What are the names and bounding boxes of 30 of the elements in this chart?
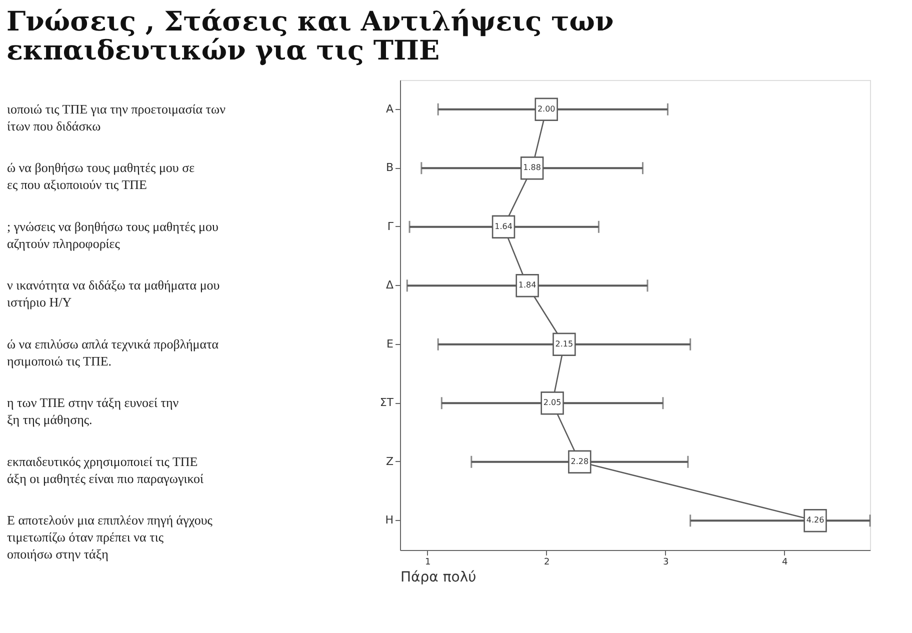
x-tick-label: 2: [544, 558, 550, 568]
data-label: 2.05: [543, 398, 562, 408]
data-label: 4.26: [806, 516, 824, 525]
data-label: 2.15: [555, 339, 574, 348]
x-tick-label: 3: [662, 558, 669, 568]
y-tick-label: Η: [385, 514, 394, 527]
y-tick-label: Β: [386, 161, 394, 174]
text: Ε αποτελούν μια επιπλέον πηγή άγχους τιμετωπίζω όταν πρέπει να τις οποιήσω στην τάξη: [7, 512, 214, 562]
text: ώ να βοηθήσω τους μαθητές μου σε ες που αξιοποιούν τις ΤΠΕ: [7, 160, 196, 192]
x-tick-label: 4: [782, 558, 788, 568]
text: ; γνώσεις να βοηθήσω τους μαθητές μου αζητούν πληροφορίες: [7, 218, 218, 251]
text: ώ να επιλύσω απλά τεχνικά προβλήματα ησιμοποιώ τις ΤΠΕ.: [7, 336, 219, 368]
data-label: 2.00: [537, 104, 556, 114]
text: ν ικανότητα να διδάξω τα μαθήματα μου ιστήριο Η/Υ: [7, 278, 220, 310]
text: εκπαιδευτικός χρησιμοποιεί τις ΤΠΕ άξη οι μαθητές είναι πιο παραγωγικοί: [7, 454, 204, 486]
y-tick-label: Ζ: [386, 454, 394, 468]
y-tick-label: ΣΤ: [380, 396, 394, 410]
y-tick-label: Α: [386, 102, 394, 116]
data-label: 2.28: [570, 456, 589, 466]
text: ιοποιώ τις ΤΠΕ για την προετοιμασία των ίτων που διδάσκω: [7, 101, 226, 134]
text: η των ΤΠΕ στην τάξη ευνοεί την ξη της μάθησης.: [7, 395, 179, 428]
x-tick-label: 1: [425, 558, 431, 568]
data-label: 1.64: [494, 222, 512, 231]
y-tick-label: Γ: [387, 220, 394, 233]
chart-title: Γνώσεις , Στάσεις και Αντιλήψεις των εκπαιδευτικών για τις ΤΠΕ: [6, 6, 614, 66]
x-axis-title: Πάρα πολύ: [400, 570, 476, 586]
data-label: 1.88: [523, 163, 541, 172]
data-label: 1.84: [518, 280, 536, 290]
y-tick-label: Δ: [386, 278, 394, 292]
y-tick-label: Ε: [386, 337, 394, 350]
